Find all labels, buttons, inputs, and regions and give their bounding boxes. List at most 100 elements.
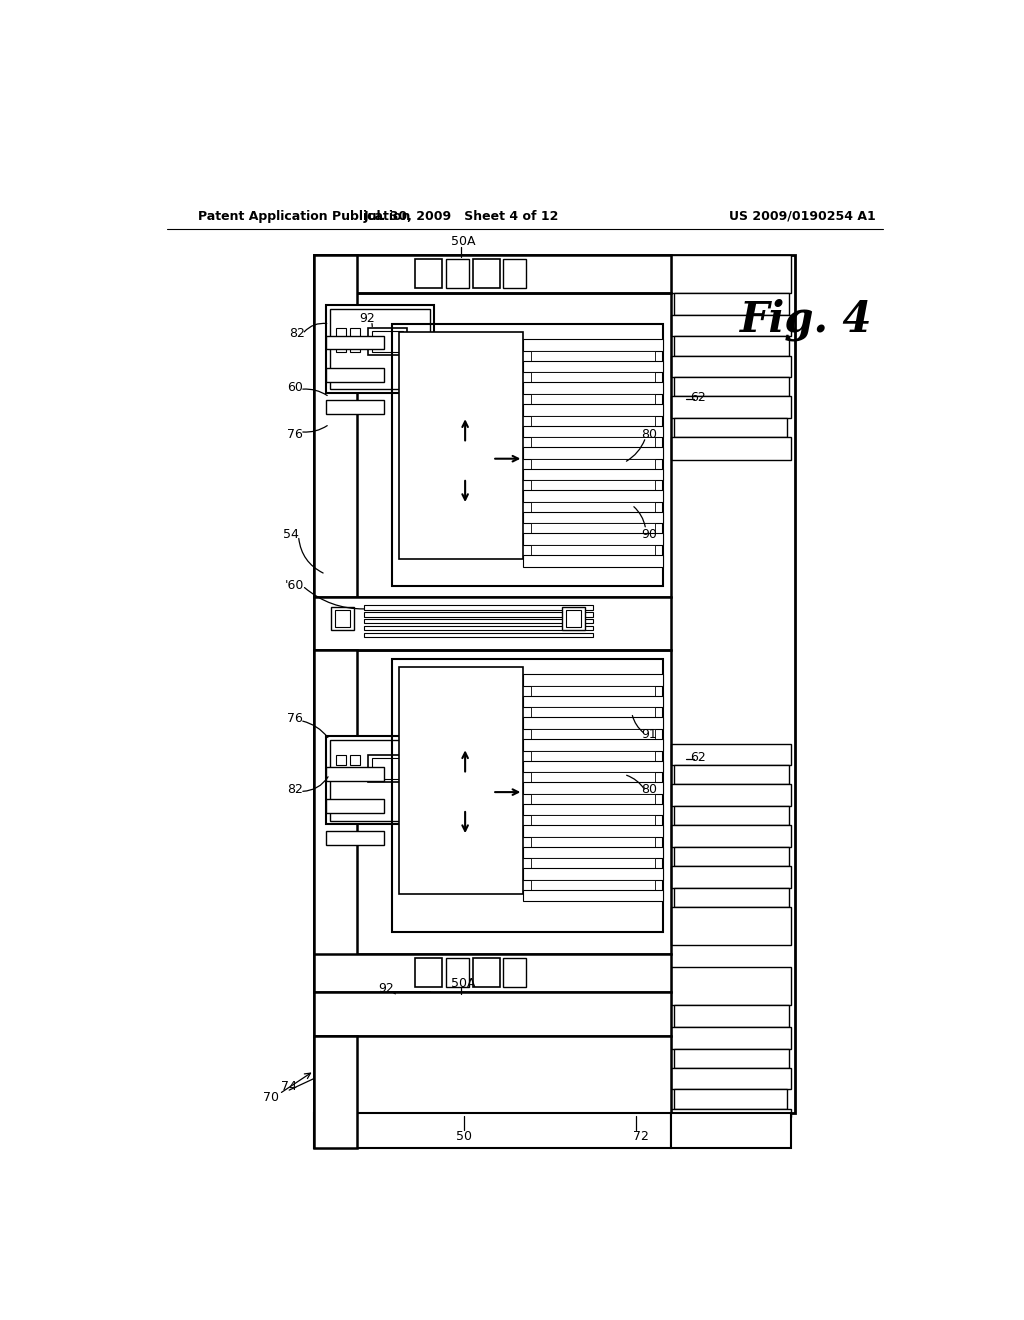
Bar (523, 533, 663, 545)
Bar (675, 807, 790, 825)
Bar (503, 259, 526, 288)
Bar (399, 331, 523, 558)
Bar (523, 383, 663, 395)
Bar (314, 293, 671, 598)
Bar (523, 447, 663, 459)
Bar (336, 755, 346, 766)
Bar (531, 351, 655, 360)
Bar (671, 1109, 791, 1117)
Bar (445, 259, 469, 288)
Bar (415, 958, 442, 987)
Text: 62: 62 (690, 391, 707, 404)
Bar (365, 626, 593, 631)
Bar (671, 255, 791, 293)
Bar (326, 335, 384, 350)
Bar (671, 1027, 791, 1048)
Bar (314, 649, 356, 993)
Bar (314, 1113, 671, 1148)
Bar (531, 880, 655, 890)
Bar (523, 675, 663, 686)
Text: 70: 70 (263, 1092, 280, 1105)
Bar (391, 659, 663, 932)
Bar (531, 437, 655, 447)
Bar (326, 737, 434, 825)
Bar (523, 869, 663, 880)
Text: 80: 80 (641, 428, 656, 441)
Text: 50A: 50A (452, 235, 476, 248)
Bar (671, 437, 791, 461)
Bar (314, 255, 356, 598)
Bar (365, 612, 593, 616)
Bar (523, 739, 663, 751)
Bar (326, 832, 384, 845)
Bar (523, 339, 663, 351)
Bar (473, 958, 500, 987)
Bar (523, 781, 663, 793)
Bar (326, 767, 384, 780)
Bar (523, 890, 663, 902)
Bar (531, 524, 655, 533)
Text: 92: 92 (378, 982, 394, 995)
Bar (349, 342, 359, 351)
Text: '60: '60 (285, 579, 304, 593)
Bar (365, 619, 593, 623)
Bar (675, 887, 790, 907)
Bar (523, 760, 663, 772)
Bar (326, 799, 384, 813)
Bar (531, 480, 655, 490)
Bar (671, 355, 791, 378)
Bar (671, 966, 791, 1006)
Bar (336, 327, 346, 338)
Bar (326, 368, 384, 381)
Bar (523, 425, 663, 437)
Text: 72: 72 (633, 1130, 649, 1143)
Bar (523, 469, 663, 480)
Bar (531, 772, 655, 781)
Bar (671, 396, 791, 418)
Bar (523, 490, 663, 502)
Bar (314, 255, 795, 1113)
Text: 92: 92 (358, 312, 375, 325)
Text: Fig. 4: Fig. 4 (740, 298, 872, 342)
Bar (330, 309, 430, 389)
Bar (391, 993, 430, 1019)
Bar (523, 804, 663, 816)
Bar (531, 729, 655, 739)
Text: 76: 76 (287, 428, 302, 441)
Bar (336, 342, 346, 351)
Bar (473, 259, 500, 288)
Bar (671, 866, 791, 887)
Bar (415, 259, 442, 288)
Text: US 2009/0190254 A1: US 2009/0190254 A1 (729, 210, 876, 223)
Text: 90: 90 (641, 528, 656, 541)
Bar (330, 739, 430, 821)
Text: 80: 80 (641, 783, 656, 796)
Bar (395, 995, 426, 1016)
Bar (675, 1048, 790, 1068)
Bar (523, 696, 663, 708)
Bar (326, 305, 434, 393)
Bar (671, 1068, 791, 1089)
Text: 74: 74 (282, 1080, 297, 1093)
Bar (523, 512, 663, 524)
Text: 76: 76 (287, 713, 302, 726)
Text: 82: 82 (289, 327, 305, 341)
Bar (349, 327, 359, 338)
Bar (369, 327, 407, 355)
Text: 50A: 50A (452, 977, 476, 990)
Bar (531, 751, 655, 760)
Text: Jul. 30, 2009   Sheet 4 of 12: Jul. 30, 2009 Sheet 4 of 12 (364, 210, 559, 223)
Bar (523, 404, 663, 416)
Bar (314, 597, 671, 649)
Bar (566, 610, 582, 627)
Bar (671, 784, 791, 807)
Bar (326, 400, 384, 414)
Bar (314, 954, 671, 993)
Bar (531, 816, 655, 825)
Bar (372, 758, 403, 779)
Bar (675, 1089, 786, 1109)
Bar (349, 770, 359, 779)
Bar (531, 793, 655, 804)
Bar (314, 255, 671, 293)
Bar (675, 378, 790, 396)
